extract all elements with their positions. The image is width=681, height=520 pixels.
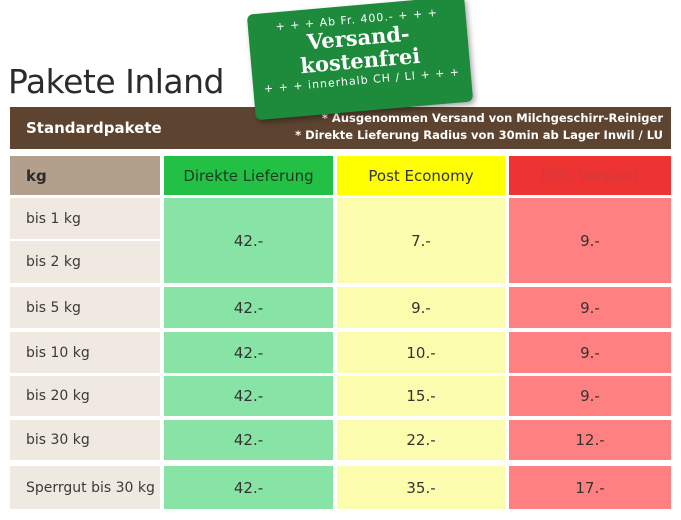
price-post: 10.- xyxy=(337,332,505,373)
note-radius: * Direkte Lieferung Radius von 30min ab … xyxy=(295,128,663,142)
header-direkte-lieferung: Direkte Lieferung xyxy=(164,156,333,195)
weight-label: Sperrgut bis 30 kg xyxy=(10,466,160,509)
price-dpd: 9.- xyxy=(509,332,671,373)
price-dpd: 12.- xyxy=(509,420,671,460)
header-dpd-versand: DPD Versand xyxy=(509,156,671,195)
header-kg: kg xyxy=(10,156,160,195)
price-dpd: 9.- xyxy=(509,287,671,328)
price-dpd: 9.- xyxy=(509,376,671,416)
section-title: Standardpakete xyxy=(26,119,162,137)
price-direkt: 42.- xyxy=(164,198,333,283)
section-bar: Standardpakete * Ausgenommen Versand von… xyxy=(10,107,671,149)
price-post: 9.- xyxy=(337,287,505,328)
price-direkt: 42.- xyxy=(164,287,333,328)
header-post-economy: Post Economy xyxy=(337,156,505,195)
price-direkt: 42.- xyxy=(164,332,333,373)
price-dpd: 9.- xyxy=(509,198,671,283)
price-post: 35.- xyxy=(337,466,505,509)
price-post: 7.- xyxy=(337,198,505,283)
weight-label: bis 20 kg xyxy=(10,376,160,416)
price-dpd: 17.- xyxy=(509,466,671,509)
weight-label: bis 2 kg xyxy=(10,241,160,283)
price-post: 15.- xyxy=(337,376,505,416)
note-exception: * Ausgenommen Versand von Milchgeschirr-… xyxy=(321,111,663,125)
weight-label: bis 30 kg xyxy=(10,420,160,460)
weight-label: bis 10 kg xyxy=(10,332,160,373)
weight-label: bis 1 kg xyxy=(10,198,160,239)
price-direkt: 42.- xyxy=(164,420,333,460)
weight-label: bis 5 kg xyxy=(10,287,160,328)
price-direkt: 42.- xyxy=(164,466,333,509)
page-title: Pakete Inland xyxy=(8,62,225,101)
free-shipping-badge: + + + Ab Fr. 400.- + + + Versand- kosten… xyxy=(246,0,474,121)
weight-divider xyxy=(10,240,160,241)
price-direkt: 42.- xyxy=(164,376,333,416)
price-post: 22.- xyxy=(337,420,505,460)
section-notes: * Ausgenommen Versand von Milchgeschirr-… xyxy=(295,110,663,144)
